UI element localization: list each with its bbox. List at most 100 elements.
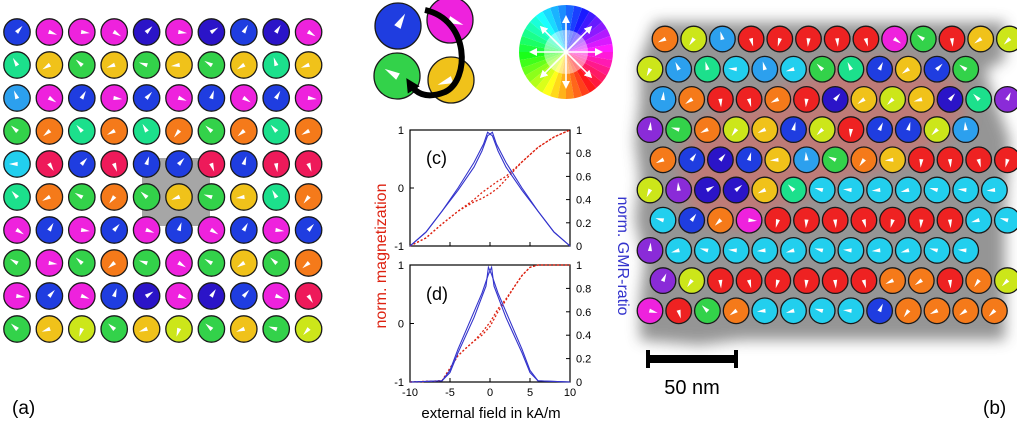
scale-bar-line <box>646 355 738 363</box>
magnetic-dot <box>952 176 980 204</box>
magnetization-arrow-icon <box>731 127 739 137</box>
panel-label-a: (a) <box>12 398 35 419</box>
magnetic-dot <box>132 18 161 46</box>
magnetic-dot <box>764 267 792 295</box>
magnetization-arrow-icon <box>241 289 250 298</box>
magnetic-dot <box>132 84 161 112</box>
magnetization-arrow-icon <box>111 288 117 298</box>
magnetization-arrow-icon <box>775 219 780 228</box>
magnetic-dot <box>262 150 291 178</box>
coupling-schematic <box>373 0 475 104</box>
magnetization-arrow-icon <box>301 128 311 135</box>
magnetic-dot <box>821 85 849 113</box>
magnetic-dot <box>852 25 880 53</box>
magnetic-dot <box>67 183 96 211</box>
magnetic-dot <box>294 117 323 145</box>
y-left-tick-label: -1 <box>394 377 404 389</box>
magnetic-dot <box>751 297 779 325</box>
magnetic-dot <box>35 183 64 211</box>
magnetic-dot <box>100 315 129 343</box>
magnetic-dot <box>808 297 836 325</box>
magnetization-arrow-icon <box>112 223 120 232</box>
magnetization-arrow-icon <box>173 129 182 138</box>
magnetic-dot <box>3 282 31 310</box>
magnetization-arrow-icon <box>947 279 952 289</box>
scale-bar-label: 50 nm <box>664 377 720 399</box>
magnetization-arrow-icon <box>48 29 58 35</box>
magnetic-dot <box>197 18 226 46</box>
magnetization-arrow-icon <box>14 25 23 34</box>
magnetization-arrow-icon <box>209 90 214 100</box>
magnetic-dot <box>866 116 894 144</box>
magnetic-dot <box>35 51 64 79</box>
magnetic-dot <box>693 55 721 83</box>
magnetization-arrow-icon <box>648 308 658 313</box>
y-right-tick-label: 0.2 <box>576 354 591 366</box>
magnetization-arrow-icon <box>241 156 247 166</box>
magnetization-arrow-icon <box>204 258 214 266</box>
magnetic-dot <box>262 18 291 46</box>
magnetization-arrow-icon <box>209 289 216 298</box>
magnetization-arrow-icon <box>804 219 809 229</box>
magnetization-arrow-icon <box>787 184 796 192</box>
magnetic-dot <box>100 216 129 244</box>
magnetization-arrow-icon <box>685 97 694 104</box>
magnetic-dot <box>722 176 750 204</box>
magnetic-dot <box>3 51 31 79</box>
magnetization-arrow-icon <box>676 182 681 191</box>
magnetization-arrow-icon <box>646 67 653 77</box>
magnetization-arrow-icon <box>138 260 148 266</box>
magnetic-dot <box>229 150 258 178</box>
magnetization-arrow-icon <box>903 309 911 318</box>
magnetic-dot <box>722 116 750 144</box>
magnetization-arrow-icon <box>890 219 895 228</box>
magnetization-arrow-icon <box>916 34 925 42</box>
magnetization-arrow-icon <box>47 95 57 103</box>
magnetic-dot <box>197 84 226 112</box>
magnetization-arrow-icon <box>394 13 406 29</box>
magnetization-arrow-icon <box>988 308 997 317</box>
magnetization-arrow-icon <box>900 187 910 193</box>
magnetization-arrow-icon <box>170 62 180 67</box>
magnetization-arrow-icon <box>676 309 681 319</box>
magnetization-arrow-icon <box>655 157 665 164</box>
magnetic-dot <box>708 25 736 53</box>
magnetic-dot <box>894 116 922 144</box>
magnetic-dot <box>793 267 820 295</box>
magnetic-dot <box>879 206 907 234</box>
magnetization-arrow-icon <box>209 162 215 172</box>
magnetization-arrow-icon <box>177 260 186 268</box>
magnetization-arrow-icon <box>8 161 18 167</box>
magnetization-arrow-icon <box>877 303 883 313</box>
y-left-tick-label: 0 <box>398 319 404 331</box>
magnetization-arrow-icon <box>687 278 694 288</box>
y-right-tick-label: 0.6 <box>576 171 591 183</box>
magnetization-arrow-icon <box>80 29 90 34</box>
magnetic-dot <box>229 18 258 46</box>
magnetic-dot <box>197 117 226 145</box>
magnetization-arrow-icon <box>718 153 726 162</box>
magnetization-arrow-icon <box>913 97 923 102</box>
magnetic-dot <box>165 183 193 211</box>
magnetization-arrow-icon <box>718 98 723 108</box>
magnetization-arrow-icon <box>204 60 214 68</box>
magnetization-arrow-icon <box>900 248 910 253</box>
magnetic-dot <box>678 267 706 295</box>
magnetic-dot <box>793 85 820 113</box>
magnetization-arrow-icon <box>657 36 667 43</box>
magnetic-dot <box>795 25 822 53</box>
magnetization-arrow-icon <box>986 187 996 192</box>
magnetization-arrow-icon <box>47 222 54 232</box>
magnetic-dot <box>850 267 878 295</box>
magnetic-dot <box>938 25 966 53</box>
magnetic-dot <box>780 236 807 264</box>
magnetic-dot <box>100 84 129 112</box>
magnetic-dot <box>35 315 64 343</box>
magnetization-arrow-icon <box>647 242 652 252</box>
magnetic-dot <box>35 18 64 46</box>
magnetization-arrow-icon <box>176 222 182 232</box>
magnetic-dot <box>132 150 161 178</box>
magnetic-dot <box>229 216 258 244</box>
magnetic-dot <box>780 176 807 204</box>
magnetic-dot <box>100 51 129 79</box>
